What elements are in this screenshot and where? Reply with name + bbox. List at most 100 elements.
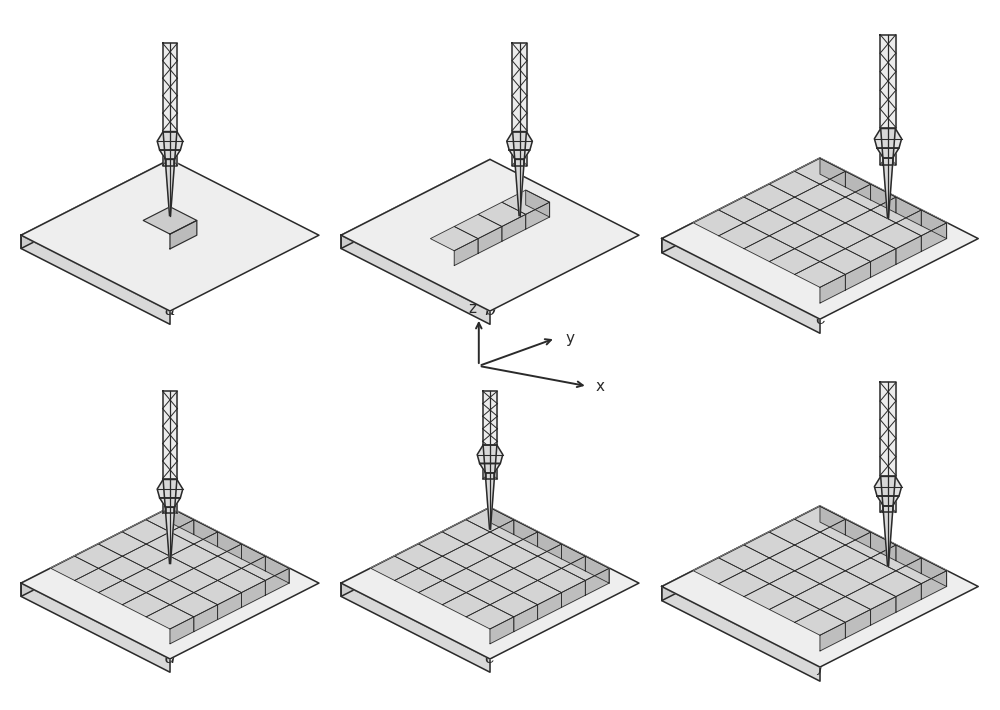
Polygon shape [170,508,194,535]
Polygon shape [744,532,795,558]
Polygon shape [744,584,795,609]
Polygon shape [769,596,820,623]
Polygon shape [820,158,845,187]
Polygon shape [871,248,896,277]
Polygon shape [170,544,218,568]
Polygon shape [170,593,218,617]
Polygon shape [21,507,319,659]
Polygon shape [21,583,170,672]
Polygon shape [99,556,146,581]
Polygon shape [514,581,561,605]
Polygon shape [662,158,820,253]
Polygon shape [561,544,585,571]
Polygon shape [371,556,419,581]
Polygon shape [662,506,978,667]
Polygon shape [75,568,122,593]
Polygon shape [341,507,639,659]
Polygon shape [478,202,526,226]
Polygon shape [146,581,194,605]
Polygon shape [146,605,194,629]
Polygon shape [693,210,744,236]
Polygon shape [166,159,174,165]
Polygon shape [466,581,514,605]
Polygon shape [820,571,871,596]
Polygon shape [795,609,845,635]
Text: d: d [164,649,176,667]
Polygon shape [896,197,921,226]
Polygon shape [744,210,795,236]
Polygon shape [820,506,845,535]
Polygon shape [241,556,289,581]
Polygon shape [874,129,902,148]
Polygon shape [341,507,490,596]
Polygon shape [820,248,871,275]
Polygon shape [514,520,538,547]
Polygon shape [341,159,490,248]
Polygon shape [896,558,947,584]
Polygon shape [845,532,896,558]
Polygon shape [845,236,896,261]
Polygon shape [769,519,820,545]
Polygon shape [871,532,896,561]
Polygon shape [454,239,478,266]
Text: c: c [815,310,825,327]
Polygon shape [513,131,526,216]
Polygon shape [160,150,180,159]
Polygon shape [514,605,538,632]
Polygon shape [719,571,769,596]
Polygon shape [157,131,183,150]
Text: x: x [596,378,605,394]
Polygon shape [170,568,218,593]
Polygon shape [466,508,514,532]
Polygon shape [442,544,490,568]
Polygon shape [921,223,947,251]
Polygon shape [769,171,820,197]
Polygon shape [122,544,170,568]
Polygon shape [845,584,896,609]
Polygon shape [395,568,442,593]
Polygon shape [241,581,265,607]
Polygon shape [466,556,514,581]
Polygon shape [75,544,122,568]
Polygon shape [896,210,947,236]
Polygon shape [881,129,895,218]
Polygon shape [561,556,609,581]
Polygon shape [585,568,609,595]
Polygon shape [515,159,524,165]
Polygon shape [21,159,319,311]
Polygon shape [585,556,609,583]
Polygon shape [21,159,170,248]
Polygon shape [871,545,921,571]
Polygon shape [769,197,820,223]
Polygon shape [820,171,871,197]
Polygon shape [693,558,744,584]
Polygon shape [241,544,265,571]
Polygon shape [769,223,820,248]
Polygon shape [662,586,820,681]
Polygon shape [526,190,550,217]
Polygon shape [921,571,947,599]
Text: f: f [817,657,823,675]
Polygon shape [194,556,241,581]
Polygon shape [795,532,845,558]
Polygon shape [845,519,871,548]
Polygon shape [795,261,845,288]
Polygon shape [170,220,197,248]
Polygon shape [163,391,177,513]
Polygon shape [21,507,170,596]
Polygon shape [170,617,194,644]
Polygon shape [871,197,921,223]
Polygon shape [883,506,893,513]
Polygon shape [744,558,795,584]
Polygon shape [466,532,514,556]
Polygon shape [194,605,218,632]
Polygon shape [744,236,795,261]
Polygon shape [874,476,902,496]
Polygon shape [769,571,820,596]
Polygon shape [122,568,170,593]
Polygon shape [502,190,550,214]
Polygon shape [160,498,180,507]
Polygon shape [478,226,502,253]
Polygon shape [795,184,845,210]
Polygon shape [341,159,639,311]
